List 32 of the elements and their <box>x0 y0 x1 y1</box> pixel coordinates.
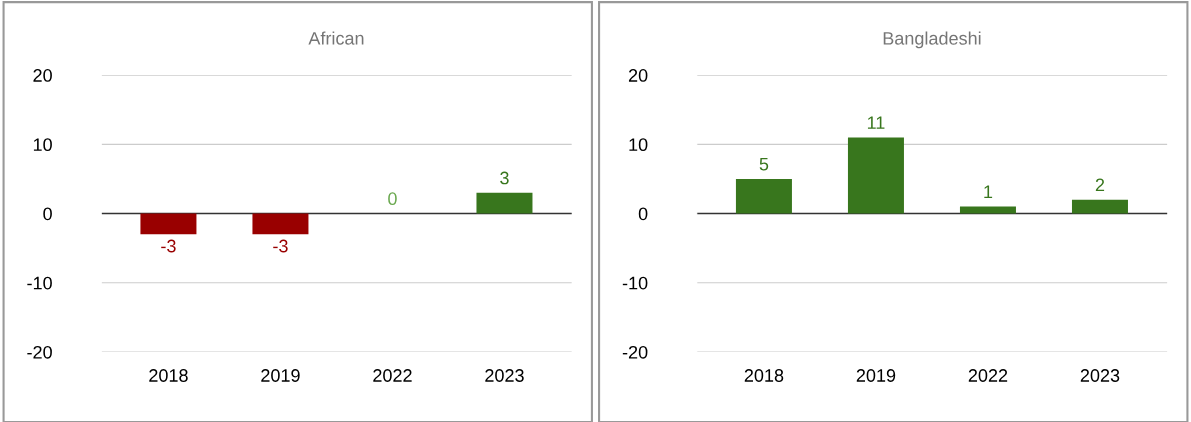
x-tick-label: 2018 <box>744 369 784 382</box>
chart-title: Bangladeshi <box>883 31 981 49</box>
data-label: 3 <box>500 171 509 185</box>
x-tick-label: 2023 <box>1080 369 1120 382</box>
x-tick-label: 2022 <box>373 369 412 382</box>
y-tick-label: -10 <box>27 276 52 290</box>
y-tick-label: 10 <box>33 138 52 152</box>
x-tick-label: 2018 <box>149 369 188 382</box>
chart-title: African <box>308 31 364 45</box>
bar <box>735 178 792 214</box>
y-tick-label: -10 <box>622 276 648 290</box>
x-tick-label: 2023 <box>485 369 524 382</box>
data-label: 5 <box>759 157 769 171</box>
data-label: 11 <box>867 116 885 129</box>
y-tick-label: 10 <box>629 138 648 152</box>
y-tick-label: -20 <box>27 345 52 359</box>
bar <box>959 206 1016 214</box>
y-tick-label: -20 <box>622 345 648 359</box>
x-tick-label: 2019 <box>856 369 896 382</box>
data-label: 1 <box>984 185 993 199</box>
y-tick-label: 20 <box>33 69 52 82</box>
x-tick-label: 2019 <box>261 369 300 382</box>
bar <box>847 137 904 214</box>
y-tick-label: 20 <box>628 69 648 82</box>
x-tick-label: 2022 <box>968 369 1008 382</box>
bar <box>1071 199 1128 214</box>
data-label: 0 <box>388 192 397 206</box>
y-tick-label: 0 <box>638 207 648 221</box>
data-label: -3 <box>161 239 176 253</box>
y-tick-label: 0 <box>43 207 52 221</box>
data-label: 2 <box>1095 178 1105 192</box>
data-label: -3 <box>273 239 288 253</box>
